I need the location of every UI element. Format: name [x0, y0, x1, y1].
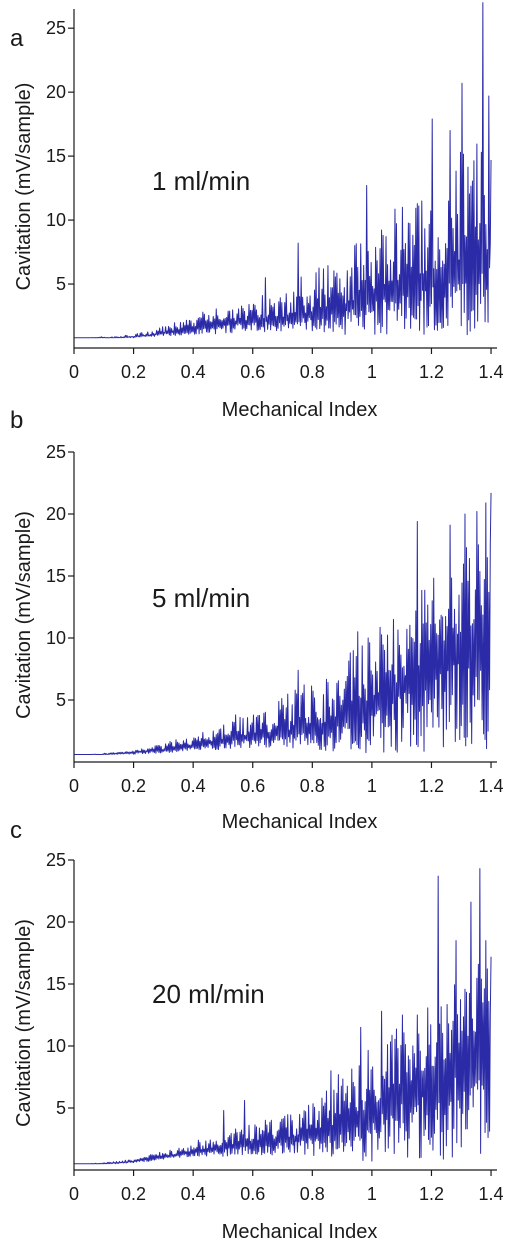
y-axis-title: Cavitation (mV/sample): [13, 511, 35, 719]
flow-rate-label: 1 ml/min: [152, 166, 250, 196]
y-tick-label: 25: [46, 18, 66, 38]
x-tick-label: 0.6: [240, 776, 265, 796]
x-tick-label: 1: [367, 776, 377, 796]
y-tick-label: 5: [56, 690, 66, 710]
panel-letter: c: [10, 817, 22, 844]
y-tick-label: 5: [56, 274, 66, 294]
series-line-b: [74, 492, 492, 756]
series-line-c: [74, 868, 492, 1165]
panel-letter: b: [10, 407, 23, 434]
flow-rate-label: 5 ml/min: [152, 583, 250, 613]
x-tick-label: 0.8: [300, 776, 325, 796]
x-tick-label: 0.8: [300, 362, 325, 382]
x-tick-label: 1.4: [479, 362, 504, 382]
x-axis-title: Mechanical Index: [222, 811, 378, 833]
x-tick-label: 1.4: [479, 776, 504, 796]
x-tick-label: 0.8: [300, 1184, 325, 1204]
x-tick-label: 0.2: [121, 1184, 146, 1204]
y-axis-title: Cavitation (mV/sample): [13, 83, 35, 291]
x-axis-title: Mechanical Index: [222, 399, 378, 421]
x-tick-label: 0: [69, 776, 79, 796]
flow-rate-label: 20 ml/min: [152, 979, 265, 1009]
y-axis-title: Cavitation (mV/sample): [13, 919, 35, 1127]
y-tick-label: 15: [46, 566, 66, 586]
x-tick-label: 0.4: [181, 776, 206, 796]
x-tick-label: 1.4: [479, 1184, 504, 1204]
x-tick-label: 0.6: [240, 1184, 265, 1204]
y-tick-label: 20: [46, 504, 66, 524]
y-tick-label: 25: [46, 442, 66, 462]
y-tick-label: 10: [46, 210, 66, 230]
x-tick-label: 1.2: [419, 776, 444, 796]
x-tick-label: 1: [367, 362, 377, 382]
y-tick-label: 20: [46, 912, 66, 932]
x-tick-label: 0.6: [240, 362, 265, 382]
chart-panel-b: 0 0.2 0.4 0.6 0.8 1 1.2 1.4 5 10 15 20 25 Mechanical …: [10, 407, 504, 833]
series-line-a: [74, 2, 492, 339]
x-tick-label: 0.2: [121, 776, 146, 796]
x-tick-label: 1: [367, 1184, 377, 1204]
y-tick-label: 10: [46, 1036, 66, 1056]
y-tick-label: 15: [46, 974, 66, 994]
x-tick-label: 0: [69, 1184, 79, 1204]
x-tick-label: 0: [69, 362, 79, 382]
y-tick-label: 15: [46, 146, 66, 166]
y-tick-label: 25: [46, 850, 66, 870]
x-tick-label: 1.2: [419, 362, 444, 382]
x-tick-label: 0.4: [181, 362, 206, 382]
y-tick-label: 5: [56, 1098, 66, 1118]
x-tick-label: 1.2: [419, 1184, 444, 1204]
x-tick-label: 0.4: [181, 1184, 206, 1204]
y-tick-label: 10: [46, 628, 66, 648]
chart-panel-a: 0 0.2 0.4 0.6 0.8 1 1.2 1.4 5 10 15 20 25 Mechanical …: [10, 2, 504, 421]
panel-letter: a: [10, 25, 24, 52]
x-tick-label: 0.2: [121, 362, 146, 382]
y-tick-label: 20: [46, 82, 66, 102]
chart-panel-c: 0 0.2 0.4 0.6 0.8 1 1.2 1.4 5 10 15 20 25 Mechanical …: [10, 817, 504, 1243]
x-axis-title: Mechanical Index: [222, 1221, 378, 1243]
